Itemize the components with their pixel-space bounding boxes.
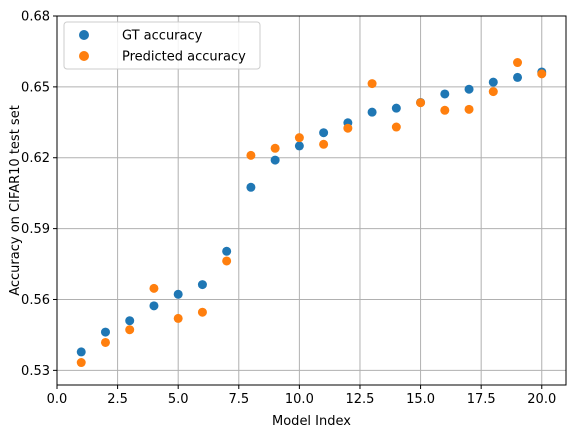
x-tick-label: 15.0 bbox=[406, 392, 435, 407]
point-predicted-accuracy bbox=[464, 104, 474, 114]
point-predicted-accuracy bbox=[173, 313, 183, 323]
y-tick-label: 0.65 bbox=[21, 80, 50, 95]
x-tick-label: 20.0 bbox=[527, 392, 556, 407]
data-points bbox=[76, 58, 547, 368]
x-tick-label: 12.5 bbox=[345, 392, 374, 407]
point-gt-accuracy bbox=[391, 103, 401, 113]
x-tick-label: 10.0 bbox=[285, 392, 314, 407]
x-tick-label: 17.5 bbox=[467, 392, 496, 407]
point-gt-accuracy bbox=[440, 89, 450, 99]
point-predicted-accuracy bbox=[343, 123, 353, 133]
x-axis: 0.0 2.5 5.0 7.5 10.0 12.5 15.0 17.5 20.0 bbox=[47, 385, 556, 407]
point-predicted-accuracy bbox=[319, 139, 329, 149]
y-tick-label: 0.59 bbox=[21, 222, 50, 237]
legend-label-gt-accuracy: GT accuracy bbox=[122, 29, 203, 44]
point-predicted-accuracy bbox=[294, 133, 304, 143]
point-gt-accuracy bbox=[125, 316, 135, 326]
point-predicted-accuracy bbox=[391, 122, 401, 132]
legend-marker-predicted-accuracy bbox=[79, 51, 89, 61]
point-gt-accuracy bbox=[319, 128, 329, 138]
point-gt-accuracy bbox=[173, 289, 183, 299]
point-predicted-accuracy bbox=[513, 58, 523, 68]
x-tick-label: 2.5 bbox=[107, 392, 128, 407]
x-tick-label: 5.0 bbox=[168, 392, 189, 407]
legend-box bbox=[63, 21, 261, 70]
point-predicted-accuracy bbox=[537, 69, 547, 79]
legend-marker-gt-accuracy bbox=[79, 30, 89, 40]
y-tick-label: 0.62 bbox=[21, 151, 50, 166]
y-axis-label: Accuracy on CIFAR10 test set bbox=[8, 105, 23, 296]
point-predicted-accuracy bbox=[416, 98, 426, 108]
point-predicted-accuracy bbox=[125, 325, 135, 335]
point-predicted-accuracy bbox=[222, 256, 232, 266]
y-tick-label: 0.68 bbox=[21, 10, 50, 25]
point-gt-accuracy bbox=[222, 246, 232, 256]
y-tick-label: 0.53 bbox=[21, 364, 50, 379]
point-gt-accuracy bbox=[464, 84, 474, 94]
point-gt-accuracy bbox=[246, 182, 256, 192]
point-gt-accuracy bbox=[100, 327, 110, 337]
y-axis: 0.53 0.56 0.59 0.62 0.65 0.68 bbox=[21, 10, 57, 379]
y-tick-label: 0.56 bbox=[21, 293, 50, 308]
point-predicted-accuracy bbox=[270, 143, 280, 153]
x-axis-label: Model Index bbox=[272, 414, 351, 429]
legend: GT accuracy Predicted accuracy bbox=[63, 21, 261, 70]
point-predicted-accuracy bbox=[100, 337, 110, 347]
point-gt-accuracy bbox=[294, 141, 304, 151]
point-predicted-accuracy bbox=[197, 307, 207, 317]
point-gt-accuracy bbox=[197, 280, 207, 290]
point-gt-accuracy bbox=[367, 107, 377, 117]
point-gt-accuracy bbox=[270, 155, 280, 165]
point-gt-accuracy bbox=[149, 301, 159, 311]
legend-label-predicted-accuracy: Predicted accuracy bbox=[122, 50, 246, 65]
point-gt-accuracy bbox=[513, 72, 523, 82]
point-predicted-accuracy bbox=[246, 150, 256, 160]
point-predicted-accuracy bbox=[440, 105, 450, 115]
plot-frame bbox=[56, 15, 567, 386]
point-gt-accuracy bbox=[488, 77, 498, 87]
point-predicted-accuracy bbox=[76, 358, 86, 368]
x-tick-label: 7.5 bbox=[228, 392, 249, 407]
x-tick-label: 0.0 bbox=[47, 392, 68, 407]
point-predicted-accuracy bbox=[149, 283, 159, 293]
point-predicted-accuracy bbox=[488, 87, 498, 97]
point-predicted-accuracy bbox=[367, 79, 377, 89]
point-gt-accuracy bbox=[76, 347, 86, 357]
